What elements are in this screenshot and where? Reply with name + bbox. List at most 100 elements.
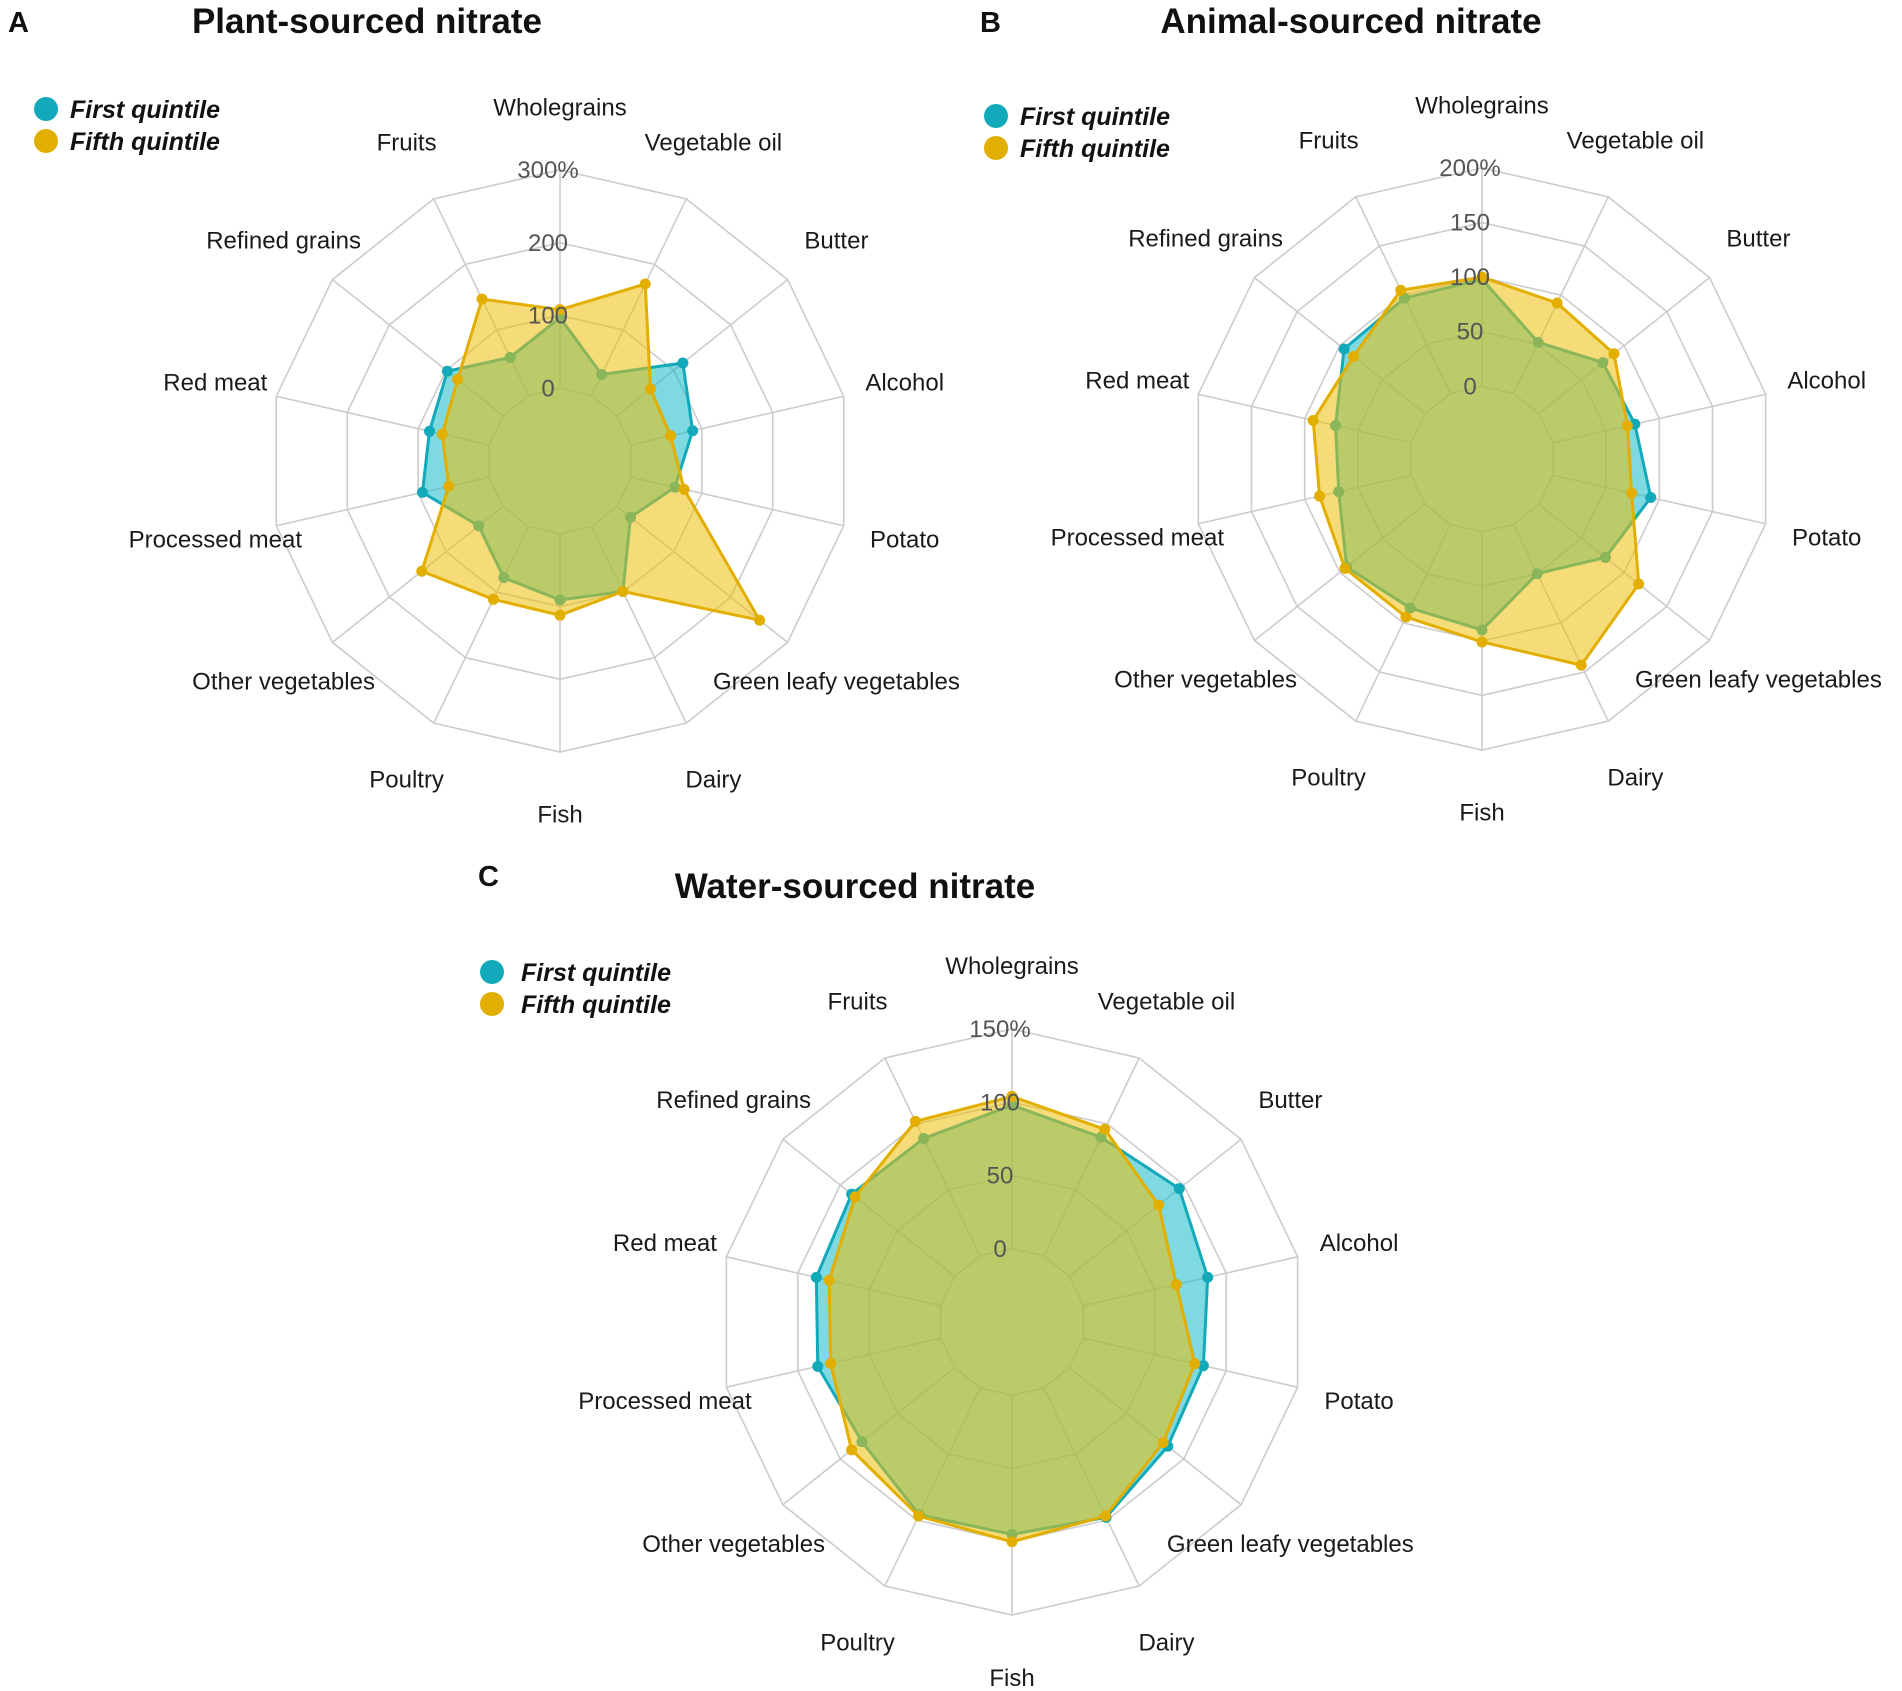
data-point-fifth-quintile (1006, 1536, 1018, 1548)
data-point-fifth-quintile (823, 1274, 835, 1286)
axis-label: Red meat (1085, 367, 1189, 394)
tick-label: 150% (969, 1016, 1030, 1043)
data-point-fifth-quintile (443, 480, 455, 492)
data-point-fifth-quintile (1099, 1510, 1111, 1522)
axis-label: Red meat (613, 1230, 717, 1257)
panel-b: B Animal-sourced nitrate First quintile … (980, 2, 1882, 827)
axis-label: Poultry (1291, 765, 1366, 792)
axis-label: Butter (804, 228, 868, 255)
data-point-fifth-quintile (1339, 562, 1351, 574)
panel-a: A Plant-sourced nitrate First quintile F… (8, 2, 960, 829)
axis-label: Refined grains (206, 228, 361, 255)
data-point-fifth-quintile (436, 428, 448, 440)
axis-label: Vegetable oil (645, 129, 782, 156)
data-point-fifth-quintile (1395, 284, 1407, 296)
radar-chart-water: 0 50 100 150% Wholegrains Vegetable oil Butter… (578, 953, 1414, 1691)
data-point-fifth-quintile (1476, 636, 1488, 648)
axis-label: Butter (1726, 226, 1790, 253)
axis-label: Green leafy vegetables (1635, 666, 1882, 693)
data-point-fifth-quintile (1633, 578, 1645, 590)
legend-first-marker (984, 104, 1008, 128)
axis-label: Processed meat (129, 527, 303, 554)
data-point-fifth-quintile (487, 593, 499, 605)
tick-label: 50 (987, 1163, 1014, 1190)
axis-label: Dairy (1138, 1630, 1194, 1657)
legend-fifth-label: Fifth quintile (1020, 135, 1170, 163)
tick-label: 150 (1450, 210, 1490, 237)
tick-label: 0 (1463, 373, 1476, 400)
chart-title: Animal-sourced nitrate (1160, 2, 1541, 41)
data-point-fifth-quintile (1099, 1123, 1111, 1135)
legend-first-marker (480, 960, 504, 984)
axis-label: Processed meat (1051, 525, 1225, 552)
data-point-first-quintile (1202, 1271, 1214, 1283)
data-point-fifth-quintile (1551, 297, 1563, 309)
data-point-fifth-quintile (476, 293, 488, 305)
axis-label: Potato (1792, 525, 1861, 552)
data-point-fifth-quintile (639, 278, 651, 290)
tick-label: 200 (528, 230, 568, 257)
axis-label: Poultry (820, 1630, 895, 1657)
data-point-fifth-quintile (846, 1444, 858, 1456)
axis-label: Vegetable oil (1567, 127, 1704, 154)
axis-label: Dairy (685, 767, 741, 794)
axis-label: Dairy (1607, 765, 1663, 792)
data-point-first-quintile (687, 425, 699, 437)
axis-label: Alcohol (1320, 1230, 1399, 1257)
axis-label: Fruits (377, 129, 437, 156)
axis-label: Fish (989, 1665, 1034, 1691)
data-point-fifth-quintile (849, 1191, 861, 1203)
legend: First quintile Fifth quintile (480, 959, 671, 1019)
data-point-fifth-quintile (1006, 1090, 1018, 1102)
axis-label: Poultry (369, 767, 444, 794)
data-point-fifth-quintile (416, 565, 428, 577)
data-point-fifth-quintile (1307, 414, 1319, 426)
data-point-fifth-quintile (665, 430, 677, 442)
tick-label: 100 (528, 303, 568, 330)
axis-label: Fish (537, 802, 582, 829)
axis-label: Wholegrains (945, 953, 1078, 980)
panel-letter: C (478, 861, 499, 893)
data-point-fifth-quintile (1347, 350, 1359, 362)
data-point-first-quintile (416, 486, 428, 498)
axis-label: Butter (1258, 1087, 1322, 1114)
legend-fifth-marker (480, 992, 504, 1016)
data-point-fifth-quintile (754, 614, 766, 626)
data-point-first-quintile (1338, 343, 1350, 355)
axis-label: Green leafy vegetables (713, 668, 960, 695)
panel-letter: B (980, 7, 1001, 39)
radar-chart-plant: 0 100 200 300% Wholegrains Vegetable oil Butte… (129, 94, 960, 828)
axis-label: Alcohol (865, 369, 944, 396)
data-point-first-quintile (423, 425, 435, 437)
legend-first-label: First quintile (521, 959, 671, 987)
data-point-fifth-quintile (825, 1357, 837, 1369)
legend-first-label: First quintile (70, 96, 220, 124)
data-point-first-quintile (677, 357, 689, 369)
data-point-fifth-quintile (617, 585, 629, 597)
axis-label: Fruits (1299, 127, 1359, 154)
data-point-first-quintile (1645, 492, 1657, 504)
data-point-fifth-quintile (1157, 1437, 1169, 1449)
legend-first-label: First quintile (1020, 103, 1170, 131)
data-point-fifth-quintile (1170, 1279, 1182, 1291)
legend-fifth-marker (984, 136, 1008, 160)
axis-label: Processed meat (578, 1388, 752, 1415)
data-point-fifth-quintile (1621, 420, 1633, 432)
data-point-fifth-quintile (1400, 611, 1412, 623)
data-point-fifth-quintile (452, 373, 464, 385)
legend: First quintile Fifth quintile (34, 96, 220, 156)
panel-c: C Water-sourced nitrate First quintile F… (478, 861, 1414, 1691)
data-point-first-quintile (1197, 1360, 1209, 1372)
axis-label: Alcohol (1787, 367, 1866, 394)
axis-label: Potato (870, 527, 939, 554)
data-point-fifth-quintile (554, 609, 566, 621)
data-point-first-quintile (812, 1360, 824, 1372)
data-point-fifth-quintile (1476, 271, 1488, 283)
data-point-first-quintile (810, 1271, 822, 1283)
chart-title: Plant-sourced nitrate (192, 2, 542, 41)
tick-label: 50 (1457, 319, 1484, 346)
axis-label: Green leafy vegetables (1167, 1531, 1414, 1558)
axis-label: Other vegetables (1114, 666, 1297, 693)
axis-label: Refined grains (1128, 226, 1283, 253)
